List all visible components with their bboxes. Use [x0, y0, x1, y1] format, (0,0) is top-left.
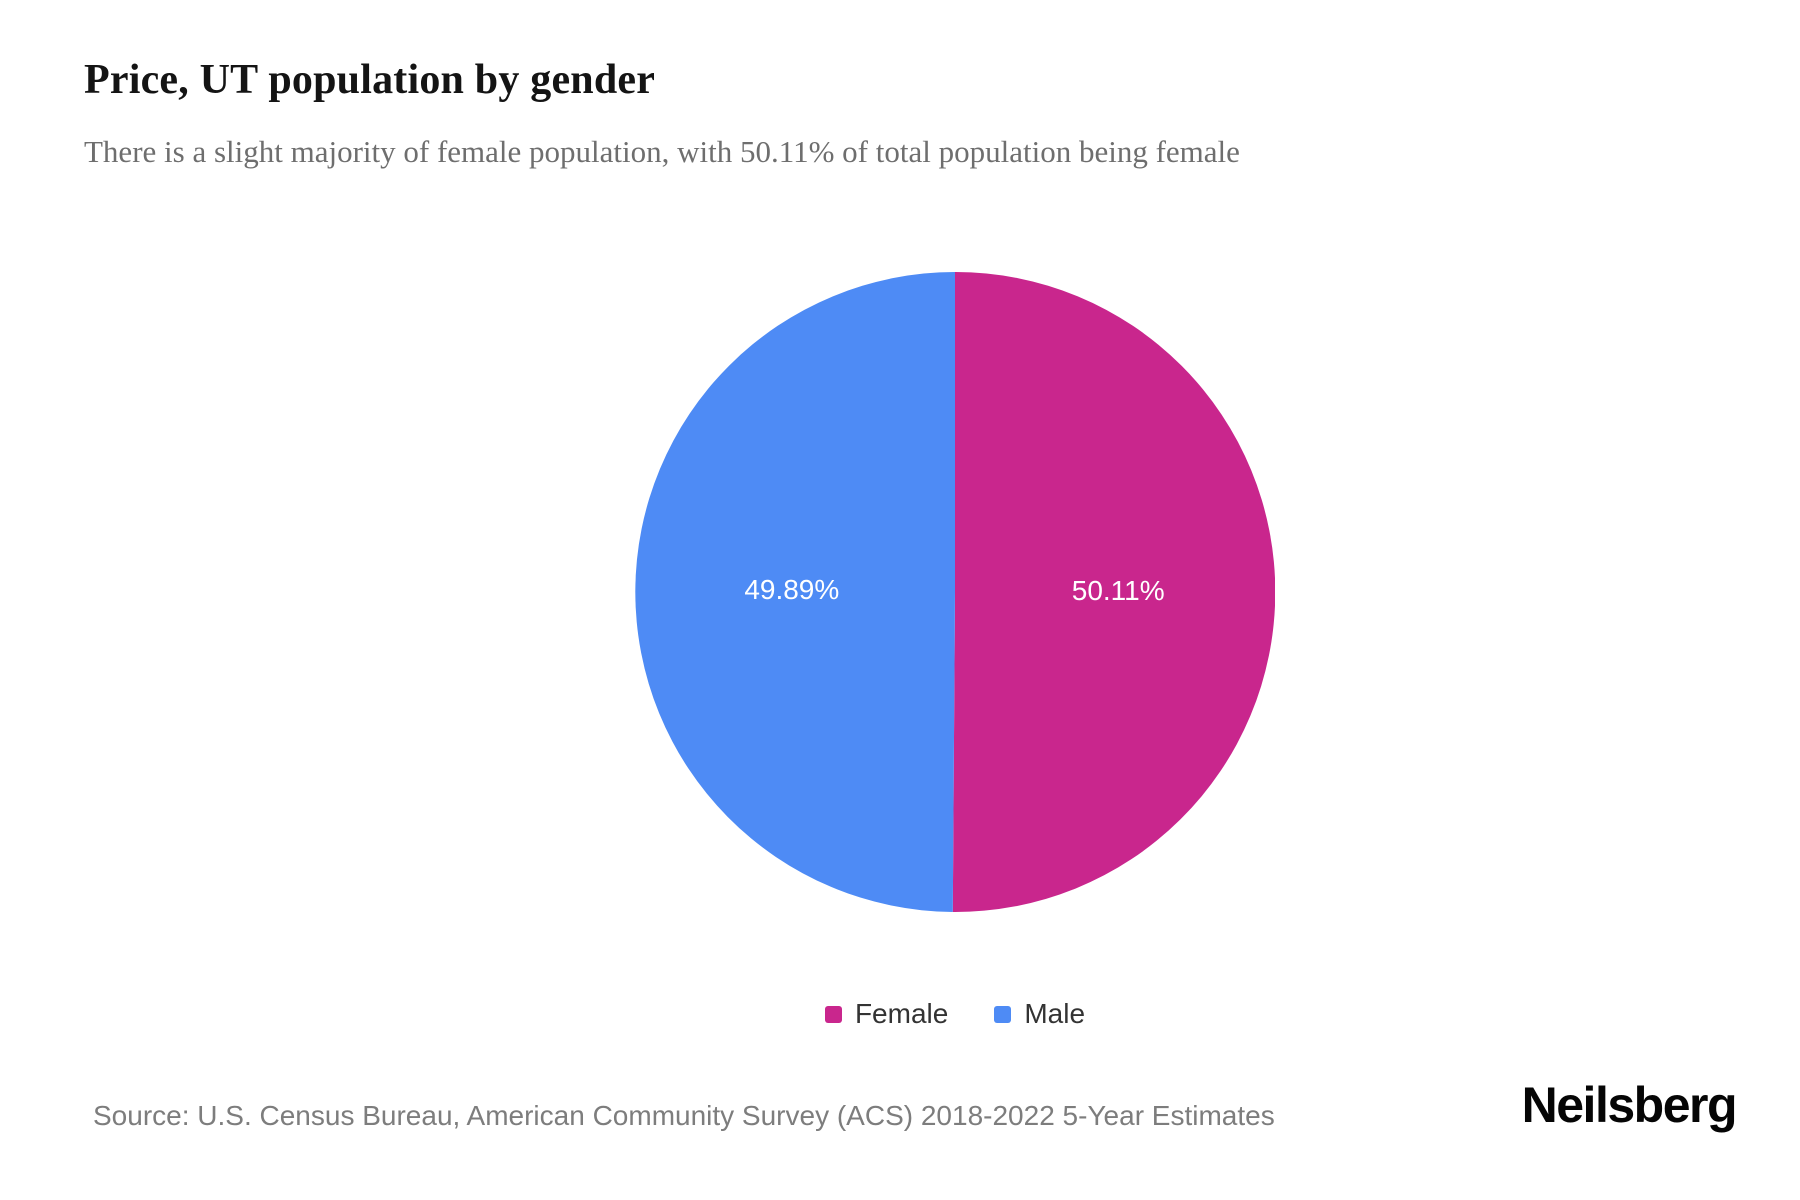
legend-swatch-female	[824, 1005, 842, 1023]
legend-label-male: Male	[1024, 998, 1086, 1029]
legend-item-male[interactable]: Male	[994, 998, 1085, 1030]
legend-item-female[interactable]: Female	[824, 998, 949, 1030]
source-text: Source: U.S. Census Bureau, American Com…	[93, 1100, 1275, 1131]
pie-chart: 50.11% 49.89%	[635, 272, 1275, 912]
slice-label-female: 50.11%	[1072, 575, 1165, 606]
slice-label-male: 49.89%	[744, 574, 839, 605]
pie-slice-female[interactable]	[952, 272, 1275, 912]
brand-logo: Neilsberg	[1521, 1077, 1738, 1133]
pie-slice-male[interactable]	[635, 272, 955, 912]
legend-label-female: Female	[854, 998, 949, 1029]
chart-title: Price, UT population by gender	[84, 57, 656, 103]
chart-subtitle: There is a slight majority of female pop…	[84, 134, 1240, 169]
legend-swatch-male	[994, 1005, 1012, 1023]
legend: Female Male	[635, 998, 1275, 1030]
